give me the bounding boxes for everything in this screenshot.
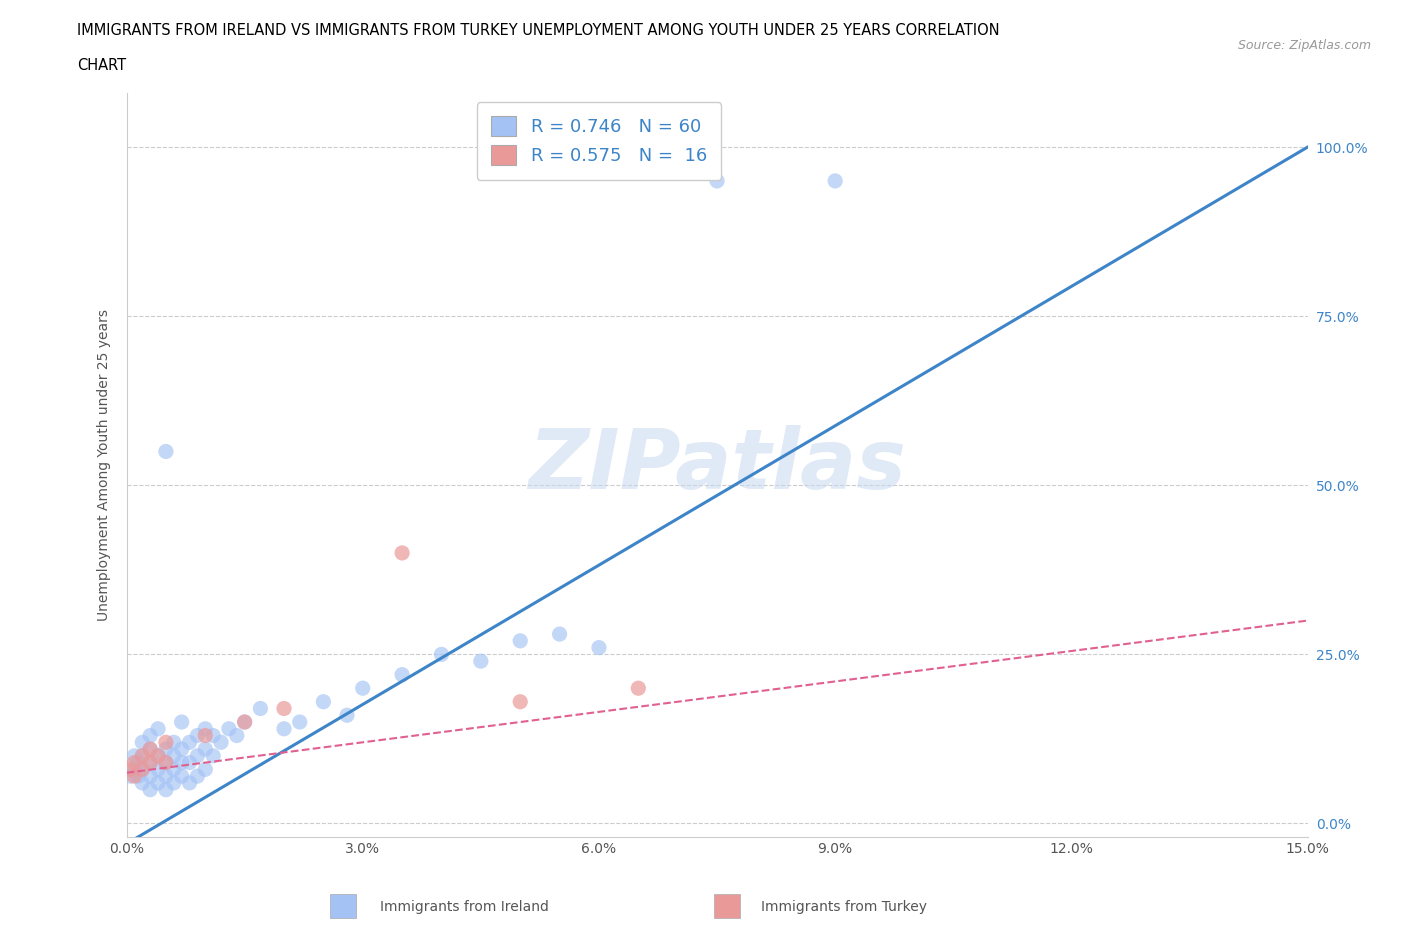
Text: ZIPatlas: ZIPatlas [529, 424, 905, 506]
Point [194, 741, 217, 756]
Point [202, 749, 225, 764]
Point [131, 776, 153, 790]
Point [391, 667, 413, 682]
Legend: R = 0.746   N = 60, R = 0.575   N =  16: R = 0.746 N = 60, R = 0.575 N = 16 [477, 102, 721, 179]
Point [186, 728, 208, 743]
Point [548, 627, 571, 642]
Point [146, 749, 169, 764]
Point [509, 695, 531, 710]
Text: Immigrants from Turkey: Immigrants from Turkey [761, 899, 927, 914]
Point [146, 749, 169, 764]
Point [139, 755, 162, 770]
Point [218, 722, 240, 737]
Point [139, 782, 162, 797]
Point [131, 749, 153, 764]
Point [146, 762, 169, 777]
Point [163, 762, 186, 777]
Point [146, 722, 169, 737]
Point [179, 735, 201, 750]
Point [120, 762, 142, 777]
Point [391, 546, 413, 561]
Text: Immigrants from Ireland: Immigrants from Ireland [380, 899, 548, 914]
Point [824, 174, 846, 189]
Point [124, 762, 146, 777]
Point [588, 640, 610, 655]
Point [155, 444, 177, 458]
Point [194, 728, 217, 743]
Point [233, 714, 256, 729]
Point [124, 769, 146, 784]
Point [336, 708, 359, 723]
Point [288, 714, 311, 729]
Point [120, 769, 142, 784]
Point [170, 769, 193, 784]
Point [146, 776, 169, 790]
Point [127, 755, 149, 770]
Point [209, 735, 232, 750]
Point [509, 633, 531, 648]
Text: IMMIGRANTS FROM IRELAND VS IMMIGRANTS FROM TURKEY UNEMPLOYMENT AMONG YOUTH UNDER: IMMIGRANTS FROM IRELAND VS IMMIGRANTS FR… [77, 23, 1000, 38]
Point [139, 741, 162, 756]
Point [706, 174, 728, 189]
Point [155, 782, 177, 797]
Text: Source: ZipAtlas.com: Source: ZipAtlas.com [1237, 39, 1371, 52]
Point [139, 769, 162, 784]
Point [139, 728, 162, 743]
Point [179, 776, 201, 790]
Point [627, 681, 650, 696]
Point [163, 776, 186, 790]
Point [124, 755, 146, 770]
Point [131, 749, 153, 764]
Point [155, 755, 177, 770]
Point [170, 741, 193, 756]
Point [163, 749, 186, 764]
Point [470, 654, 492, 669]
Y-axis label: Unemployment Among Youth under 25 years: Unemployment Among Youth under 25 years [97, 309, 111, 621]
Point [127, 769, 149, 784]
Point [194, 762, 217, 777]
Point [139, 741, 162, 756]
Point [170, 755, 193, 770]
Point [163, 735, 186, 750]
Point [131, 762, 153, 777]
Point [233, 714, 256, 729]
Point [225, 728, 247, 743]
Point [186, 769, 208, 784]
Point [352, 681, 374, 696]
Point [155, 735, 177, 750]
Point [155, 741, 177, 756]
Point [139, 755, 162, 770]
Point [155, 755, 177, 770]
Point [273, 722, 295, 737]
Point [170, 714, 193, 729]
Point [186, 749, 208, 764]
Point [131, 762, 153, 777]
Point [131, 735, 153, 750]
Point [124, 749, 146, 764]
Point [194, 722, 217, 737]
Point [155, 769, 177, 784]
Text: CHART: CHART [77, 58, 127, 73]
Point [312, 695, 335, 710]
Point [179, 755, 201, 770]
Point [202, 728, 225, 743]
Point [273, 701, 295, 716]
Point [430, 647, 453, 662]
Point [249, 701, 271, 716]
